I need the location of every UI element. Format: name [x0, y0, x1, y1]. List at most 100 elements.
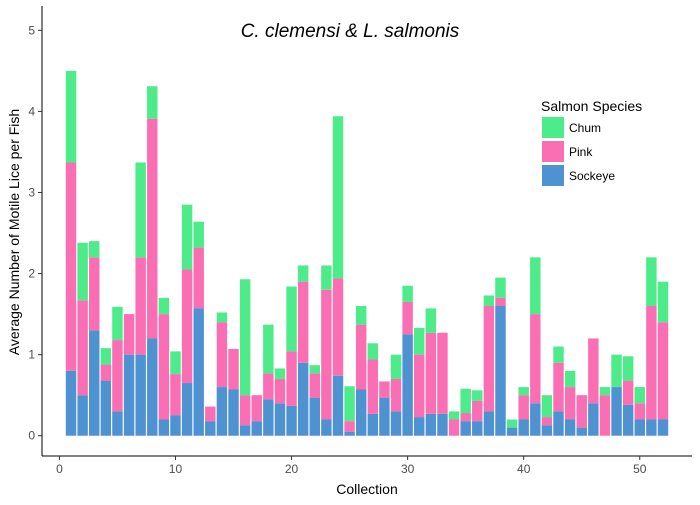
- bar-chum-18: [263, 324, 274, 374]
- legend-label-pink: Pink: [569, 145, 593, 159]
- bar-pink-50: [634, 403, 645, 420]
- bar-sockeye-10: [170, 415, 181, 436]
- bar-sockeye-26: [355, 389, 367, 436]
- bar-pink-43: [553, 362, 564, 412]
- bar-pink-19: [274, 378, 286, 404]
- bar-pink-14: [216, 322, 228, 388]
- bar-chum-3: [89, 241, 100, 258]
- bar-chum-26: [355, 306, 367, 325]
- bar-pink-18: [263, 373, 274, 400]
- bar-pink-36: [472, 400, 483, 422]
- bar-chum-39: [506, 419, 518, 428]
- bar-pink-40: [518, 395, 529, 420]
- bar-chum-37: [483, 295, 495, 306]
- bar-pink-46: [588, 338, 599, 404]
- bar-chum-51: [646, 257, 657, 306]
- bar-pink-8: [147, 118, 158, 339]
- bar-pink-20: [286, 351, 297, 406]
- bar-sockeye-7: [135, 354, 146, 436]
- x-tick-label: 50: [633, 462, 647, 476]
- bar-sockeye-6: [123, 354, 135, 436]
- bar-chum-30: [402, 285, 413, 302]
- bar-sockeye-36: [472, 421, 483, 436]
- bar-pink-9: [158, 314, 170, 420]
- bar-sockeye-1: [65, 370, 77, 436]
- bar-pink-51: [646, 306, 657, 420]
- bar-pink-24: [332, 278, 344, 376]
- legend-label-chum: Chum: [569, 121, 601, 135]
- bar-sockeye-13: [205, 421, 216, 436]
- bar-chum-48: [611, 354, 622, 388]
- bar-pink-47: [599, 395, 611, 436]
- bar-chum-27: [367, 343, 379, 360]
- bar-pink-2: [77, 300, 88, 396]
- bar-sockeye-46: [588, 403, 599, 436]
- bar-pink-29: [390, 378, 402, 412]
- bar-sockeye-38: [495, 306, 506, 436]
- bar-sockeye-42: [541, 425, 553, 436]
- bar-chum-1: [65, 70, 77, 163]
- bar-chum-47: [599, 387, 611, 396]
- bar-chum-21: [297, 265, 309, 282]
- y-tick-label: 3: [28, 185, 35, 199]
- chart-title: C. clemensi & L. salmonis: [241, 21, 460, 42]
- bar-sockeye-19: [274, 403, 286, 436]
- bar-pink-27: [367, 359, 379, 414]
- bar-pink-35: [460, 413, 471, 422]
- bar-sockeye-11: [181, 383, 193, 436]
- bar-sockeye-18: [263, 399, 274, 436]
- bar-pink-37: [483, 306, 495, 412]
- bar-chum-20: [286, 286, 297, 352]
- bar-pink-28: [379, 381, 390, 398]
- bar-chum-35: [460, 388, 471, 414]
- bar-chum-14: [216, 312, 228, 323]
- y-tick-label: 5: [28, 23, 35, 37]
- bar-chum-29: [390, 354, 402, 379]
- bar-sockeye-15: [228, 389, 239, 436]
- bar-chum-50: [634, 387, 645, 404]
- bar-sockeye-28: [379, 397, 390, 436]
- bar-sockeye-8: [147, 338, 158, 436]
- bar-sockeye-52: [657, 419, 669, 436]
- bar-chum-32: [425, 308, 437, 333]
- bar-chum-41: [530, 257, 541, 315]
- bar-chum-42: [541, 395, 553, 418]
- bar-pink-23: [321, 289, 332, 420]
- bar-pink-26: [355, 324, 367, 390]
- bar-sockeye-39: [506, 427, 518, 436]
- x-tick-label: 40: [517, 462, 531, 476]
- bar-chum-34: [448, 411, 460, 420]
- bar-pink-7: [135, 257, 146, 355]
- bar-pink-16: [239, 395, 251, 426]
- bar-chum-24: [332, 116, 344, 279]
- x-tick-label: 20: [285, 462, 299, 476]
- bar-chum-49: [622, 356, 634, 381]
- bar-chum-36: [472, 390, 483, 401]
- legend-items: Chum Pink Sockeye: [542, 117, 615, 186]
- bar-sockeye-43: [553, 411, 564, 436]
- bar-sockeye-22: [309, 397, 320, 436]
- bar-chum-19: [274, 368, 286, 379]
- bar-sockeye-14: [216, 387, 228, 436]
- bar-pink-25: [344, 421, 355, 432]
- bar-chum-2: [77, 242, 88, 301]
- bar-chum-8: [147, 86, 158, 119]
- bar-pink-11: [181, 269, 193, 384]
- y-tick-label: 1: [28, 348, 35, 362]
- bar-chum-4: [100, 348, 112, 365]
- legend-title: Salmon Species: [541, 98, 642, 114]
- bar-chum-5: [112, 306, 123, 341]
- bar-chum-9: [158, 297, 170, 315]
- bar-sockeye-24: [332, 375, 344, 436]
- bar-sockeye-40: [518, 419, 529, 436]
- bar-chum-7: [135, 162, 146, 258]
- bar-pink-22: [309, 373, 320, 398]
- bar-chum-38: [495, 277, 506, 298]
- bar-sockeye-3: [89, 330, 100, 436]
- bar-sockeye-23: [321, 419, 332, 436]
- legend-label-sockeye: Sockeye: [569, 169, 615, 183]
- y-tick-label: 0: [28, 429, 35, 443]
